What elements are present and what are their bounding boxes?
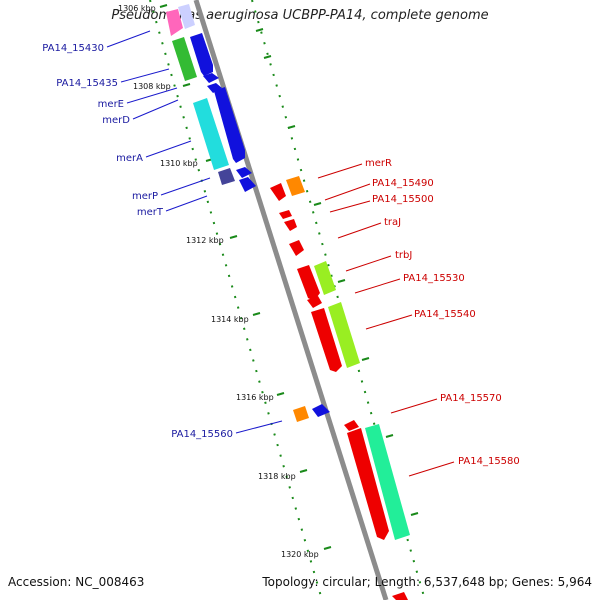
gene-blue-small-3[interactable] [236, 167, 252, 178]
kbp-label: 1318 kbp [258, 472, 296, 481]
gene-red-bottom[interactable] [392, 592, 408, 600]
genes-left-strand [166, 4, 330, 422]
gene-blue-small-5[interactable] [312, 404, 330, 417]
gene-label-mert[interactable]: merT [137, 207, 164, 218]
gene-label-mera[interactable]: merA [116, 153, 143, 164]
gene-orange-left[interactable] [293, 406, 309, 422]
kbp-label: 1310 kbp [160, 159, 198, 168]
gene-lavender[interactable] [178, 4, 195, 29]
gene-lime-trbj[interactable] [314, 261, 336, 295]
kbp-label: 1312 kbp [186, 236, 224, 245]
gene-label-trbj[interactable]: trbJ [395, 250, 412, 261]
gene-labels-left: PA14_15430 PA14_15435 merE merD merA mer… [42, 43, 233, 440]
gene-label-pa14-15500[interactable]: PA14_15500 [372, 194, 434, 205]
kbp-label: 1308 kbp [133, 82, 171, 91]
gene-label-traj[interactable]: traJ [384, 217, 401, 228]
gene-label-mere[interactable]: merE [98, 99, 124, 110]
gene-red-a[interactable] [270, 183, 286, 201]
gene-red-f[interactable] [307, 296, 322, 308]
accession-text: Accession: NC_008463 [8, 575, 145, 589]
gene-label-pa14-15570[interactable]: PA14_15570 [440, 393, 502, 404]
kbp-label: 1320 kbp [281, 550, 319, 559]
gene-orange-merr[interactable] [286, 176, 305, 196]
gene-blue-long[interactable] [214, 87, 245, 163]
kbp-label: 1314 kbp [211, 315, 249, 324]
gene-blue-small-1[interactable] [203, 73, 219, 83]
gene-labels-right: merR PA14_15490 PA14_15500 traJ trbJ PA1… [365, 158, 520, 467]
leader-lines-left [106, 30, 283, 434]
leader-lines-right [317, 163, 455, 477]
gene-label-merr[interactable]: merR [365, 158, 392, 169]
gene-label-merd[interactable]: merD [102, 115, 130, 126]
gene-purple-merp[interactable] [218, 168, 235, 185]
gene-label-pa14-15560[interactable]: PA14_15560 [171, 429, 233, 440]
gene-blue-top-a[interactable] [190, 33, 213, 76]
gene-blue-small-2[interactable] [207, 83, 222, 93]
gene-red-d[interactable] [289, 240, 304, 256]
gene-label-pa14-15430[interactable]: PA14_15430 [42, 43, 104, 54]
guide-track-outer-left [149, 0, 323, 600]
gene-red-long-1[interactable] [311, 308, 342, 372]
gene-green-left[interactable] [172, 37, 197, 81]
gene-blue-small-4[interactable] [239, 177, 256, 192]
gene-red-g[interactable] [344, 420, 359, 431]
kbp-labels: 1306 kbp 1308 kbp 1310 kbp 1312 kbp 1314… [118, 4, 319, 559]
map-title: Pseudomonas aeruginosa UCBPP-PA14, compl… [111, 8, 489, 23]
gene-label-pa14-15435[interactable]: PA14_15435 [56, 78, 118, 89]
gene-lime-long[interactable] [328, 302, 360, 368]
genome-summary-text: Topology: circular; Length: 6,537,648 bp… [262, 575, 592, 589]
kbp-label: 1316 kbp [236, 393, 274, 402]
gene-label-pa14-15530[interactable]: PA14_15530 [403, 273, 465, 284]
gene-red-b[interactable] [279, 210, 292, 219]
kbp-label: 1306 kbp [118, 4, 156, 13]
gene-red-e[interactable] [297, 265, 320, 301]
kbp-tick-marks [159, 4, 419, 550]
gene-red-c[interactable] [284, 219, 297, 231]
gene-label-pa14-15490[interactable]: PA14_15490 [372, 178, 434, 189]
genes-right-strand [270, 176, 410, 600]
gene-label-pa14-15540[interactable]: PA14_15540 [414, 309, 476, 320]
gene-pink[interactable] [166, 9, 183, 36]
gene-label-pa14-15580[interactable]: PA14_15580 [458, 456, 520, 467]
gene-red-long-2[interactable] [347, 428, 389, 540]
gene-cyan-mera[interactable] [193, 98, 229, 170]
gene-teal-long[interactable] [365, 424, 410, 540]
gene-label-merp[interactable]: merP [132, 191, 158, 202]
